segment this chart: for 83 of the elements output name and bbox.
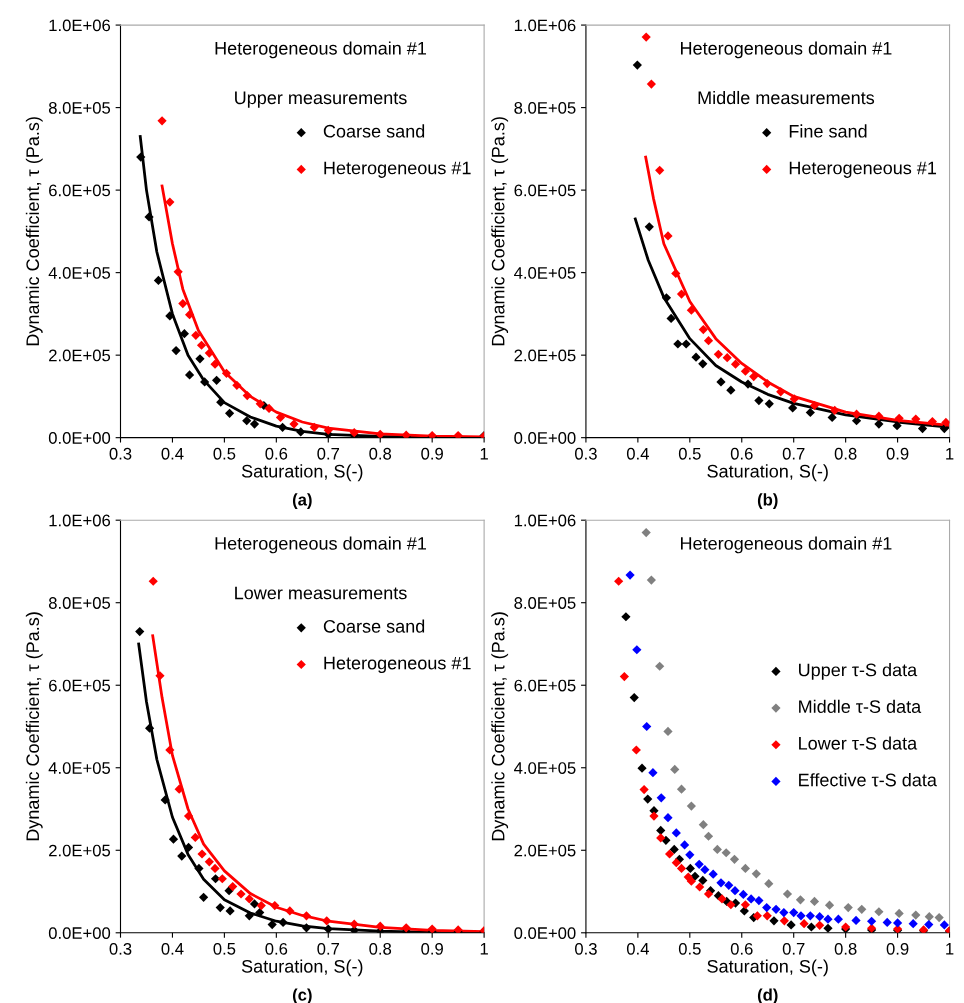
x-tick-label: 0.6 xyxy=(265,447,288,460)
y-tick-label: 8.0E+05 xyxy=(514,102,576,114)
y-tick-label: 4.0E+05 xyxy=(48,762,111,774)
x-tick-label: 0.6 xyxy=(265,942,288,955)
y-tick-label: 8.0E+05 xyxy=(514,597,576,609)
x-tick-label: 0.5 xyxy=(678,942,701,955)
annotation: Heterogeneous domain #1 xyxy=(681,41,892,59)
annotation: Middle measurements xyxy=(698,90,875,105)
y-tick-label: 2.0E+05 xyxy=(514,349,576,362)
y-tick-label: 6.0E+05 xyxy=(49,184,111,197)
y-tick-label: 0.0E+00 xyxy=(514,927,576,939)
x-tick-label: 1 xyxy=(946,448,954,460)
x-tick-label: 0.7 xyxy=(317,942,340,955)
x-tick-label: 1 xyxy=(480,943,488,955)
x-tick-label: 0.8 xyxy=(834,447,857,460)
y-tick-label: 1.0E+06 xyxy=(514,514,576,527)
y-tick-label: 1.0E+06 xyxy=(49,19,111,32)
y-tick-label: 0.0E+00 xyxy=(48,432,111,444)
legend-label: Heterogeneous #1 xyxy=(324,161,471,178)
x-tick-label: 0.9 xyxy=(886,447,909,460)
annotation: Upper measurements xyxy=(235,91,407,108)
text: (b) xyxy=(757,493,778,509)
legend-label: Fine sand xyxy=(789,124,867,138)
annotation: Heterogeneous domain #1 xyxy=(681,536,892,554)
legend-label: Lower τ-S data xyxy=(799,736,918,750)
x-tick-label: 1 xyxy=(946,943,954,955)
x-tick-label: 0.7 xyxy=(782,447,805,460)
annotation: Heterogeneous domain #1 xyxy=(215,41,427,59)
y-tick-label: 6.0E+05 xyxy=(49,679,111,692)
y-axis-title: Dynamic Coefficient, τ (Pa.s) xyxy=(25,117,43,346)
y-axis-title: Dynamic Coefficient, τ (Pa.s) xyxy=(491,612,509,841)
x-axis-title: Saturation, S(-) xyxy=(241,464,363,482)
x-tick-label: 0.8 xyxy=(369,942,392,955)
x-tick-label: 0.9 xyxy=(421,447,443,460)
x-tick-label: 0.8 xyxy=(834,942,857,955)
legend-label: Upper τ-S data xyxy=(799,663,918,680)
legend-label: Heterogeneous #1 xyxy=(324,656,471,673)
y-axis-title: Dynamic Coefficient, τ (Pa.s) xyxy=(491,117,509,346)
y-tick-label: 4.0E+05 xyxy=(514,762,576,774)
y-axis-title: Dynamic Coefficient, τ (Pa.s) xyxy=(25,612,43,841)
y-tick-label: 4.0E+05 xyxy=(514,267,576,279)
x-tick-label: 0.3 xyxy=(574,942,597,955)
x-tick-label: 0.4 xyxy=(161,447,184,460)
x-tick-label: 0.4 xyxy=(626,942,649,955)
x-tick-label: 0.5 xyxy=(213,942,236,955)
x-tick-label: 0.6 xyxy=(730,447,753,460)
legend-label: Coarse sand xyxy=(323,124,425,138)
x-tick-label: 0.7 xyxy=(317,447,340,460)
x-tick-label: 0.5 xyxy=(678,447,701,460)
x-axis-title: Saturation, S(-) xyxy=(707,959,828,977)
legend-label: Middle τ-S data xyxy=(799,699,922,713)
y-tick-label: 0.0E+00 xyxy=(48,927,111,939)
x-axis-title: Saturation, S(-) xyxy=(241,959,363,977)
x-tick-label: 0.8 xyxy=(369,447,392,460)
y-tick-label: 2.0E+05 xyxy=(514,844,576,857)
y-tick-label: 2.0E+05 xyxy=(49,349,111,362)
y-tick-label: 8.0E+05 xyxy=(48,597,111,609)
legend-label: Heterogeneous #1 xyxy=(789,161,937,178)
x-tick-label: 0.4 xyxy=(626,447,649,460)
y-tick-label: 1.0E+06 xyxy=(49,514,111,527)
annotation: Heterogeneous domain #1 xyxy=(215,536,427,554)
x-tick-label: 0.3 xyxy=(109,942,132,955)
legend-label: Effective τ-S data xyxy=(799,773,937,787)
y-tick-label: 2.0E+05 xyxy=(49,844,111,857)
y-tick-label: 0.0E+00 xyxy=(514,432,576,444)
x-tick-label: 0.5 xyxy=(213,447,236,460)
x-axis-title: Saturation, S(-) xyxy=(707,464,828,482)
y-tick-label: 6.0E+05 xyxy=(514,184,576,197)
text: (a) xyxy=(292,493,312,509)
x-tick-label: 0.7 xyxy=(782,942,805,955)
annotation: Lower measurements xyxy=(235,586,407,600)
x-tick-label: 0.3 xyxy=(574,447,597,460)
x-tick-label: 0.4 xyxy=(161,942,184,955)
y-tick-label: 1.0E+06 xyxy=(514,19,576,32)
x-tick-label: 0.9 xyxy=(421,942,443,955)
y-tick-label: 4.0E+05 xyxy=(48,267,111,279)
x-tick-label: 0.9 xyxy=(886,942,909,955)
x-tick-label: 0.6 xyxy=(730,942,753,955)
y-tick-label: 8.0E+05 xyxy=(48,102,111,114)
x-tick-label: 1 xyxy=(480,448,488,460)
x-tick-label: 0.3 xyxy=(109,447,132,460)
y-tick-label: 6.0E+05 xyxy=(514,679,576,692)
legend-label: Coarse sand xyxy=(323,619,425,633)
